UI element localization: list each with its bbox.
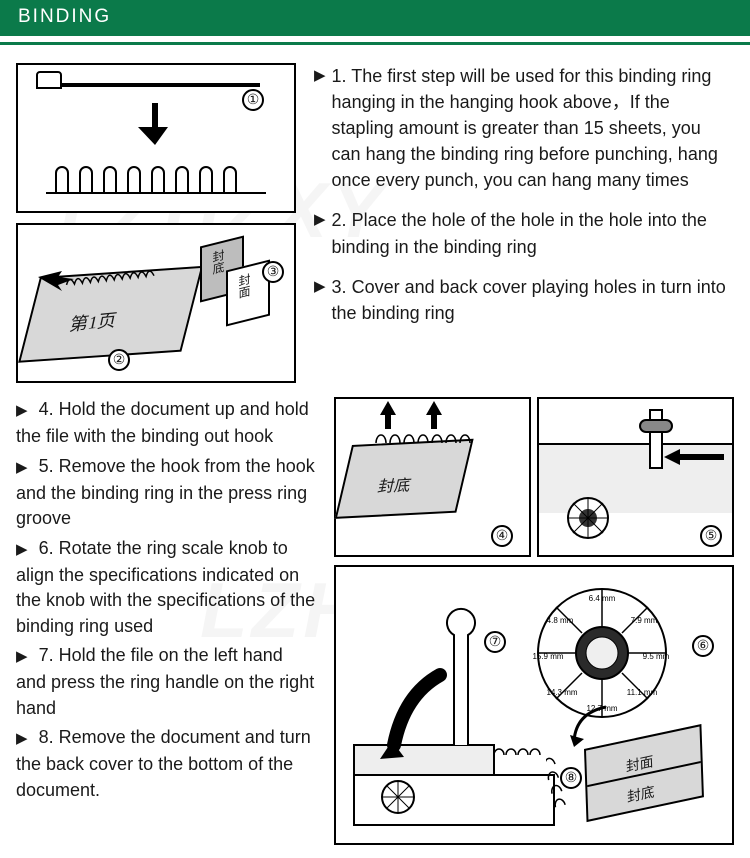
bullet-icon: ▶ [16,402,28,419]
figures-bottom: 封底 ④ [334,397,734,845]
step-2: ▶ 2. Place the hole of the hole in the h… [314,207,734,259]
bullet-icon: ▶ [16,459,28,476]
svg-text:14.3 mm: 14.3 mm [546,688,577,697]
figures-top: ① [16,63,296,383]
book-text: 第1页 [67,306,119,337]
bullet-icon: ▶ [314,63,326,193]
steps-1-3: ▶ 1. The first step will be used for thi… [314,63,734,383]
svg-text:6.4 mm: 6.4 mm [589,594,616,603]
svg-text:9.5 mm: 9.5 mm [643,652,670,661]
figure-label-6: ⑥ [692,635,714,657]
figure-label-1: ① [242,89,264,111]
steps-4-8: ▶ 4. Hold the document up and hold the f… [16,397,316,845]
figure-4: 封底 ④ [334,397,531,557]
figure-label-5: ⑤ [700,525,722,547]
step-6: ▶ 6. Rotate the ring scale knob to align… [16,536,316,640]
step-3: ▶ 3. Cover and back cover playing holes … [314,274,734,326]
svg-text:7.9 mm: 7.9 mm [631,616,658,625]
arrow-left-icon [664,449,724,465]
arrow-down-icon [138,103,172,147]
figure-label-8: ⑧ [560,767,582,789]
svg-text:15.9 mm: 15.9 mm [532,652,563,661]
comb-edge-icon [64,261,234,291]
figure-6-7-8: ⑦ 6.4 mm 7.9 mm 9.5 mm [334,565,734,845]
row-bottom: ▶ 4. Hold the document up and hold the f… [16,397,734,845]
dial-icon [565,495,611,541]
step-4: ▶ 4. Hold the document up and hold the f… [16,397,316,450]
figure-label-4: ④ [491,525,513,547]
svg-text:11.1 mm: 11.1 mm [627,688,658,697]
header-title: BINDING [14,0,129,34]
header-bar: BINDING [0,0,750,36]
step-7: ▶ 7. Hold the file on the left hand and … [16,643,316,721]
figure-1: ① [16,63,296,213]
step-8: ▶ 8. Remove the document and turn the ba… [16,725,316,803]
figure-2-3: 第1页 封底 封面 ② ③ [16,223,296,383]
binding-machine-icon [344,605,564,835]
page-body: LZHZXY LZHZXY ① [0,45,750,855]
figure-label-3: ③ [262,261,284,283]
figure-label-7: ⑦ [484,631,506,653]
arrow-up-icon [380,401,396,429]
bullet-icon: ▶ [16,541,28,558]
curve-arrow-icon [566,701,612,747]
arrow-icon [36,267,76,293]
bullet-icon: ▶ [314,274,326,326]
step-1: ▶ 1. The first step will be used for thi… [314,63,734,193]
arrow-up-icon [426,401,442,429]
row-top: ① [16,63,734,383]
figure-5: ⑤ [537,397,734,557]
svg-text:4.8 mm: 4.8 mm [547,616,574,625]
figure-label-2: ② [108,349,130,371]
step-5: ▶ 5. Remove the hook from the hook and t… [16,454,316,532]
bullet-icon: ▶ [16,730,28,747]
binding-comb-icon [46,153,266,197]
bullet-icon: ▶ [16,648,28,665]
bullet-icon: ▶ [314,207,326,259]
